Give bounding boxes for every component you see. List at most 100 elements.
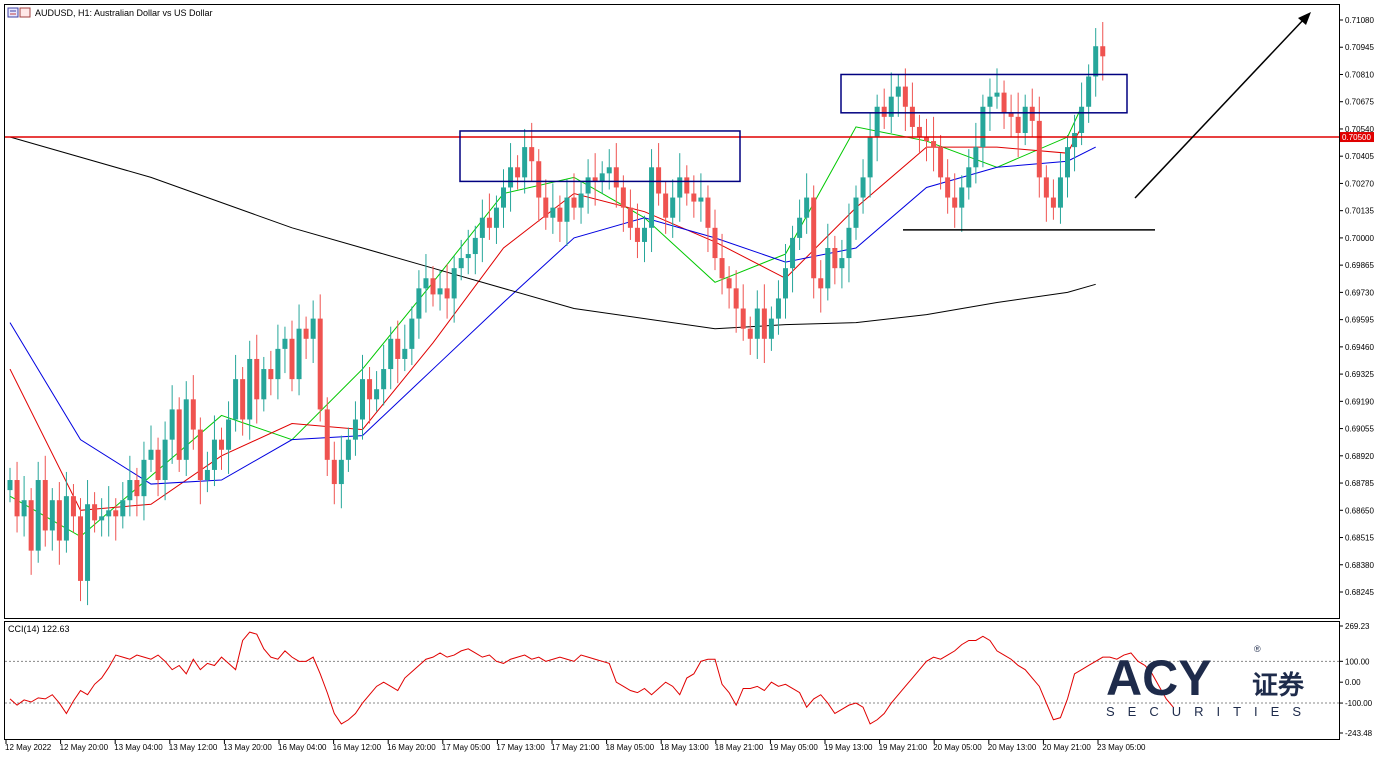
current-price-label: 0.70500 xyxy=(1342,133,1371,142)
candle-body xyxy=(670,197,676,218)
candle-body xyxy=(980,106,986,148)
price-tick-label: 0.69865 xyxy=(1345,261,1374,270)
time-tick-label: 13 May 12:00 xyxy=(169,743,218,752)
time-tick-label: 13 May 04:00 xyxy=(114,743,163,752)
candle-body xyxy=(536,161,542,198)
candle-body xyxy=(634,227,640,242)
candle-body xyxy=(508,167,514,188)
candle-body xyxy=(1079,106,1085,133)
cci-pane-frame xyxy=(4,621,1340,740)
candle-body xyxy=(211,439,217,470)
candle-body xyxy=(7,480,13,491)
candle-body xyxy=(197,429,203,481)
time-tick-label: 17 May 13:00 xyxy=(496,743,545,752)
candle-body xyxy=(1100,46,1106,57)
candle-body xyxy=(733,288,739,309)
time-tick-label: 12 May 2022 xyxy=(5,743,52,752)
candle-body xyxy=(747,328,753,339)
price-tick-label: 0.70540 xyxy=(1345,125,1374,134)
candle-body xyxy=(92,504,98,521)
candle-body xyxy=(924,137,929,142)
candle-body xyxy=(726,278,732,289)
trend-arrow-shaft xyxy=(1134,17,1306,199)
time-tick-label: 19 May 13:00 xyxy=(824,743,873,752)
consolidation-box xyxy=(840,73,1128,114)
candle-body xyxy=(56,500,62,541)
candle-body xyxy=(1008,112,1014,117)
candle-body xyxy=(783,268,788,299)
candle-body xyxy=(952,197,958,208)
candle-body xyxy=(775,298,781,319)
candle-body xyxy=(486,217,492,228)
price-tick-label: 0.68650 xyxy=(1345,506,1374,515)
candle-body xyxy=(705,197,711,228)
candle-body xyxy=(275,348,281,380)
candle-body xyxy=(479,217,485,238)
candle-body xyxy=(352,419,358,440)
candle-body xyxy=(818,278,824,289)
candle-body xyxy=(233,379,239,420)
candle-body xyxy=(226,419,232,450)
time-tick-label: 13 May 20:00 xyxy=(223,743,272,752)
candle-body xyxy=(416,288,422,319)
candle-body xyxy=(853,197,859,228)
candle-body xyxy=(684,177,690,194)
time-tick-label: 16 May 20:00 xyxy=(387,743,436,752)
candle-body xyxy=(493,207,499,228)
time-tick-label: 18 May 05:00 xyxy=(606,743,655,752)
price-tick-label: 0.70945 xyxy=(1345,43,1374,52)
candle-body xyxy=(134,480,140,497)
cci-tick-label: -243.48 xyxy=(1345,729,1373,738)
candle-body xyxy=(268,369,274,380)
candle-body xyxy=(296,328,302,380)
candle-body xyxy=(444,288,450,299)
candle-body xyxy=(472,237,478,255)
candle-body xyxy=(63,496,69,541)
candle-body xyxy=(254,358,260,400)
price-tick-label: 0.70675 xyxy=(1345,98,1374,107)
candle-body xyxy=(627,207,633,228)
candle-body xyxy=(35,480,41,551)
candle-body xyxy=(994,92,1000,97)
logo-tagline: SECURITIES xyxy=(1106,704,1314,719)
price-tick-label: 0.68785 xyxy=(1345,479,1374,488)
candle-body xyxy=(1093,46,1099,77)
price-tick-label: 0.71080 xyxy=(1345,16,1374,25)
logo-brand: ACY xyxy=(1106,650,1212,706)
candle-body xyxy=(148,449,154,460)
candle-body xyxy=(1065,147,1070,178)
price-tick-label: 0.68245 xyxy=(1345,588,1374,597)
candle-body xyxy=(85,504,91,581)
candle-body xyxy=(931,141,937,148)
drawing-objects xyxy=(5,12,1339,231)
candle-body xyxy=(557,207,563,222)
candle-body xyxy=(1043,177,1049,198)
candle-body xyxy=(70,496,76,517)
candle-body xyxy=(797,217,803,238)
candle-body xyxy=(895,86,901,97)
candle-body xyxy=(804,197,810,218)
candle-body xyxy=(331,459,337,485)
candle-body xyxy=(740,308,746,329)
time-tick-label: 18 May 13:00 xyxy=(660,743,709,752)
candle-body xyxy=(677,177,683,198)
candle-body xyxy=(691,193,697,202)
candle-body xyxy=(409,318,415,349)
candle-body xyxy=(190,399,196,430)
candle-body xyxy=(430,278,436,295)
candle-body xyxy=(324,409,330,460)
candle-body xyxy=(846,227,852,259)
candle-body xyxy=(874,106,880,138)
candle-body xyxy=(888,96,894,117)
time-tick-label: 19 May 21:00 xyxy=(879,743,928,752)
candle-body xyxy=(247,358,253,420)
candle-body xyxy=(120,500,126,517)
price-tick-label: 0.70810 xyxy=(1345,70,1374,79)
candle-body xyxy=(592,177,598,182)
candle-body xyxy=(564,197,570,222)
cci-tick-label: 0.00 xyxy=(1345,678,1361,687)
candle-body xyxy=(1086,76,1092,107)
time-tick-label: 17 May 05:00 xyxy=(442,743,491,752)
candle-body xyxy=(1001,92,1007,113)
